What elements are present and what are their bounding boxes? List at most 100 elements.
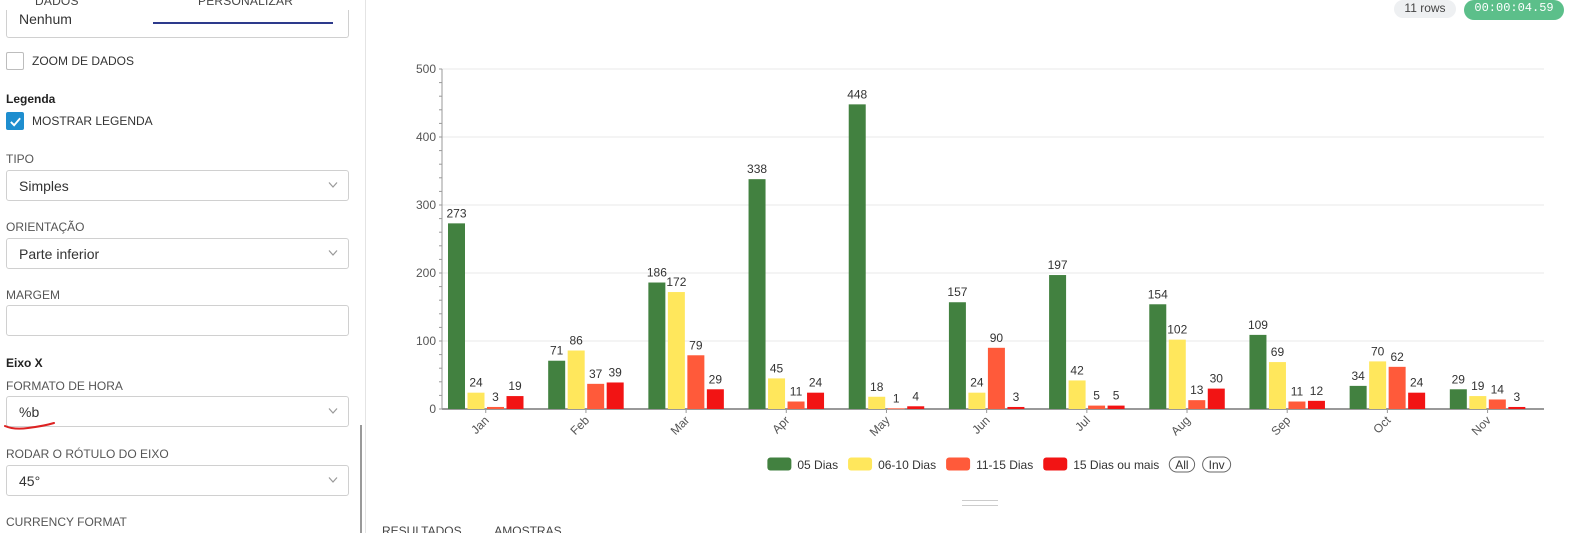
bar[interactable] [868,396,886,409]
y-tick-label: 400 [416,130,436,144]
bar[interactable] [1508,406,1526,409]
bar[interactable] [506,396,524,409]
bar-value-label: 109 [1248,318,1268,332]
legend-item-label[interactable]: 06-10 Dias [878,458,936,472]
tipo-value: Simples [19,178,69,194]
bar[interactable] [768,378,786,409]
show-legend-row[interactable]: MOSTRAR LEGENDA [6,112,153,130]
bar[interactable] [1049,275,1067,409]
row-count-badge: 11 rows [1394,0,1456,18]
bar-value-label: 13 [1190,383,1204,397]
currency-label: CURRENCY FORMAT [6,515,127,529]
bar[interactable] [807,392,825,409]
y-tick-label: 0 [429,402,436,416]
bar[interactable] [1007,406,1025,409]
bar[interactable] [1469,396,1487,409]
bar-value-label: 1 [893,391,900,405]
x-tick-label: Sep [1268,413,1293,438]
legend-item-label[interactable]: 15 Dias ou mais [1073,458,1159,472]
y-tick-label: 500 [416,62,436,76]
bar[interactable] [1149,304,1167,409]
bar[interactable] [848,104,866,410]
bar[interactable] [1369,361,1387,409]
bar-value-label: 154 [1148,287,1168,301]
bar-value-label: 70 [1371,344,1385,358]
bar-value-label: 24 [469,376,483,390]
bar[interactable] [907,406,925,409]
bar[interactable] [1207,388,1225,409]
bar[interactable] [787,401,805,409]
bar[interactable] [667,292,685,409]
legend-section-title: Legenda [6,92,56,106]
all-legend-button[interactable] [1168,456,1196,473]
tab-resultados[interactable]: RESULTADOS [382,524,462,533]
bar[interactable] [1168,339,1186,409]
bar[interactable] [687,355,705,409]
bar[interactable] [1068,380,1086,409]
bar[interactable] [948,302,966,409]
bar-value-label: 172 [666,275,686,289]
bar-value-label: 37 [589,367,603,381]
formato-hora-select[interactable]: %b [6,396,349,427]
bar[interactable] [467,392,485,409]
bar[interactable] [606,382,624,409]
zoom-checkbox[interactable] [6,52,24,70]
orientacao-select[interactable]: Parte inferior [6,238,349,269]
bar[interactable] [887,408,905,410]
active-tab-indicator [153,22,333,24]
tipo-select[interactable]: Simples [6,170,349,201]
bar[interactable] [1488,399,1506,409]
panel-scrollbar[interactable] [360,425,362,533]
bar[interactable] [1349,385,1367,409]
bar[interactable] [1288,401,1306,409]
x-tick-label: Feb [568,413,593,438]
resize-handle[interactable] [962,500,998,506]
bar[interactable] [567,350,585,409]
x-tick-label: Apr [769,413,792,436]
legend-item-label[interactable]: 11-15 Dias [976,458,1033,472]
bar[interactable] [1449,389,1467,409]
bar[interactable] [548,360,566,409]
bar-value-label: 338 [747,162,767,176]
result-tabs: RESULTADOS AMOSTRAS [382,524,592,533]
color-scheme-select[interactable]: Nenhum [6,10,349,38]
bar[interactable] [587,383,605,409]
bar[interactable] [1408,392,1426,409]
inv-legend-button[interactable] [1202,456,1232,473]
bar-value-label: 39 [609,365,623,379]
bar-value-label: 24 [1410,376,1424,390]
rodar-select[interactable]: 45° [6,465,349,496]
bar[interactable] [706,389,724,409]
bar[interactable] [448,223,465,409]
zoom-row[interactable]: ZOOM DE DADOS [6,52,134,70]
bar[interactable] [1088,405,1106,409]
bar[interactable] [648,282,666,409]
bar[interactable] [1307,400,1325,409]
legend-item-label[interactable]: 05 Dias [797,458,838,472]
bar-value-label: 19 [1471,379,1485,393]
bar-value-label: 45 [770,361,784,375]
legend-swatch[interactable] [848,457,873,471]
query-timer-badge: 00:00:04.59 [1464,0,1564,20]
bar[interactable] [1388,366,1406,409]
bar[interactable] [1188,400,1206,409]
bar[interactable] [968,392,986,409]
x-axis: Jan Feb Mar Apr May Jun Jul Aug Sep Oct Nov [468,409,1494,439]
tab-personalizar[interactable]: PERSONALIZAR [198,0,294,8]
margem-input[interactable] [6,305,349,336]
x-tick-label: Jan [468,413,492,437]
show-legend-checkbox[interactable] [6,112,24,130]
bar[interactable] [987,347,1005,409]
bar-value-label: 4 [912,389,919,403]
bar-value-label: 197 [1048,258,1068,272]
bar[interactable] [1107,405,1125,409]
tab-dados[interactable]: DADOS [35,0,79,8]
legend-swatch[interactable] [767,457,792,471]
bar[interactable] [748,179,766,409]
bar[interactable] [1249,334,1267,409]
bar[interactable] [487,406,504,409]
bar[interactable] [1268,362,1286,409]
legend-swatch[interactable] [1043,457,1068,471]
tab-amostras[interactable]: AMOSTRAS [494,524,562,533]
legend-swatch[interactable] [946,457,971,471]
